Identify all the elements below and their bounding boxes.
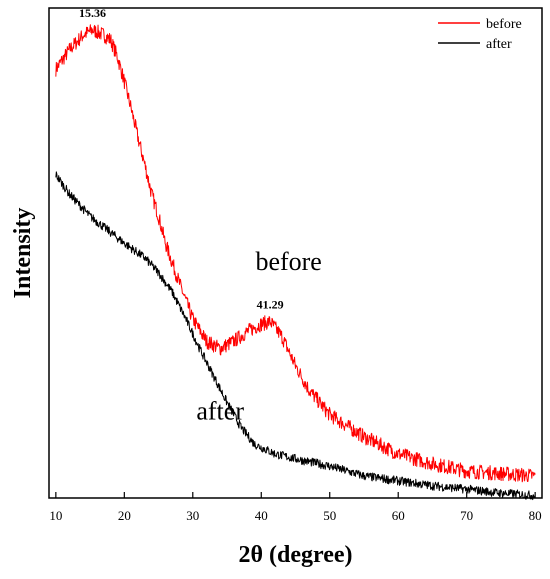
legend-label-after: after [486,37,512,52]
x-tick-label: 70 [460,508,473,523]
x-tick-label: 40 [255,508,268,523]
plot-area [48,7,543,499]
peak-label: 41.29 [257,298,284,312]
ticks-layer: 10 20 30 40 50 60 70 80 [49,492,542,523]
x-tick-label: 20 [118,508,131,523]
legend-label-before: before [486,17,522,32]
series-line-before [55,24,536,483]
x-tick-label: 30 [186,508,199,523]
plot-frame [48,7,543,499]
series-annotation-before: before [255,247,321,276]
series-line-after [55,171,536,501]
series-annotation-after: after [196,397,244,426]
text-layer: 2θ (degree) Intensity 15.36 41.29 before… [10,6,353,568]
x-tick-label: 50 [323,508,336,523]
legend: before after [438,17,522,52]
x-axis-title: 2θ (degree) [238,542,352,568]
x-tick-label: 10 [49,508,62,523]
peak-label: 15.36 [79,6,106,20]
x-tick-label: 60 [392,508,405,523]
series-layer [55,24,536,501]
x-tick-label: 80 [529,508,542,523]
y-axis-title: Intensity [10,208,36,299]
